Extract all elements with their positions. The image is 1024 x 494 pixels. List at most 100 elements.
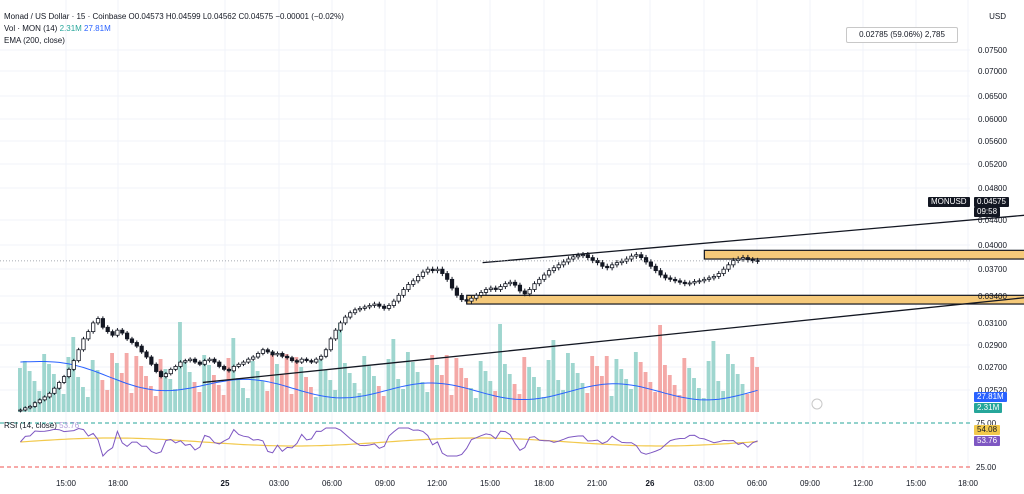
- volume-bar: [216, 385, 221, 412]
- candle-body: [580, 254, 586, 257]
- volume-bar: [488, 381, 493, 412]
- candle-body: [711, 276, 717, 279]
- y-tick-label: 0.03100: [978, 319, 1007, 328]
- volume-bar: [672, 385, 677, 412]
- y-tick-label: 0.04000: [978, 241, 1007, 250]
- volume-bar: [459, 368, 464, 412]
- y-tick-label: 0.03400: [978, 292, 1007, 301]
- rsi-level-25-label: 25.00: [976, 463, 997, 472]
- candle-body: [537, 278, 542, 285]
- volume-bar: [692, 378, 696, 412]
- candle-body: [163, 373, 169, 378]
- candle-body: [629, 255, 634, 260]
- candle-body: [692, 281, 697, 284]
- candle-body: [551, 267, 556, 272]
- volume-bar: [158, 359, 163, 412]
- volume-bar: [129, 393, 134, 412]
- volume-bar: [522, 357, 527, 412]
- volume-bar: [473, 398, 478, 412]
- candle-body: [323, 349, 329, 357]
- trendline: [482, 214, 1024, 264]
- volume-bar: [124, 353, 129, 412]
- candle-body: [129, 338, 135, 343]
- volume-bar: [289, 394, 294, 412]
- volume-bar: [609, 396, 614, 412]
- candle-body: [750, 259, 755, 262]
- candle-body: [702, 278, 707, 282]
- volume-bar: [614, 359, 619, 412]
- volume-bar: [342, 363, 347, 412]
- volume-bar: [323, 370, 328, 412]
- volume-bar: [575, 373, 580, 412]
- volume-bar: [367, 366, 372, 412]
- volume-bar: [546, 360, 551, 412]
- vol-ma-value: 27.81M: [84, 24, 111, 33]
- candle-body: [396, 294, 401, 302]
- volume-legend: Vol · MON (14) 2.31M 27.81M: [4, 24, 111, 33]
- volume-bar: [144, 376, 148, 412]
- candle-body: [188, 358, 193, 362]
- x-tick-label: 21:00: [587, 479, 608, 488]
- volume-bar: [396, 379, 401, 412]
- candle-body: [149, 356, 154, 365]
- volume-bar: [56, 384, 61, 412]
- candle-body: [454, 287, 459, 296]
- volume-bar: [507, 374, 512, 412]
- candle-body: [280, 352, 285, 357]
- volume-bar: [667, 375, 672, 412]
- candle-body: [609, 264, 615, 269]
- volume-ma-line: [20, 361, 758, 401]
- volume-bar: [197, 392, 202, 412]
- volume-bar: [245, 398, 250, 412]
- candle-body: [663, 274, 668, 279]
- volume-bar: [721, 391, 726, 412]
- candle-body: [382, 305, 387, 309]
- candle-body: [483, 289, 489, 293]
- price-axis[interactable]: 0.07500 0.07000 0.06500 0.06000 0.05600 0.052…: [978, 46, 1007, 395]
- volume-bar: [207, 365, 211, 412]
- candle-body: [474, 294, 479, 299]
- volume-bar: [110, 353, 114, 412]
- volume-bar: [512, 384, 517, 412]
- volume-bar: [629, 389, 633, 412]
- candle-body: [673, 278, 678, 282]
- rsi-legend: RSI (14, close) 53.76: [4, 421, 79, 430]
- candle-body: [493, 287, 498, 290]
- volume-bar: [716, 381, 721, 412]
- candle-body: [745, 257, 750, 261]
- volume-bar: [66, 357, 71, 412]
- candle-body: [32, 402, 38, 407]
- volume-bar: [114, 363, 119, 412]
- volume-bar: [648, 382, 653, 412]
- rsi-label: RSI (14, close): [4, 421, 57, 430]
- candle-body: [532, 283, 537, 290]
- volume-bar: [32, 381, 37, 412]
- volume-bar: [711, 341, 716, 412]
- y-tick-label: 0.02520: [978, 386, 1007, 395]
- time-axis[interactable]: 15:00 18:00 25 03:00 06:00 09:00 12:00 15:00 18:…: [56, 479, 979, 488]
- candle-body: [706, 277, 712, 280]
- candle-body: [304, 358, 309, 362]
- flag-icon: [811, 398, 823, 410]
- ema-label: EMA (200, close): [4, 36, 65, 45]
- x-tick-label: 26: [646, 479, 655, 488]
- volume-bar: [265, 391, 270, 412]
- candle-body: [648, 261, 653, 267]
- candle-body: [624, 258, 629, 262]
- volume-bar: [493, 391, 498, 412]
- currency-label[interactable]: USD: [989, 12, 1006, 21]
- candle-body: [125, 332, 130, 340]
- y-tick-label: 0.06000: [978, 115, 1007, 124]
- volume-pane: [18, 322, 823, 412]
- volume-bar: [153, 396, 158, 412]
- volume-bar: [653, 392, 658, 412]
- volume-bar: [308, 387, 313, 412]
- candle-body: [61, 376, 67, 383]
- ohlc-low: L0.04562: [202, 12, 237, 21]
- volume-bar: [47, 364, 51, 412]
- x-tick-label: 06:00: [747, 479, 768, 488]
- candle-body: [115, 329, 120, 336]
- candle-body: [183, 360, 188, 363]
- candle-body: [736, 258, 741, 261]
